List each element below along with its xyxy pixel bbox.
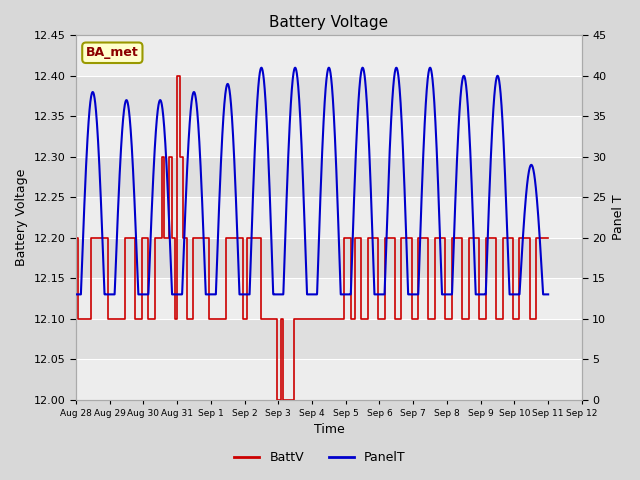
Y-axis label: Panel T: Panel T	[612, 195, 625, 240]
Legend: BattV, PanelT: BattV, PanelT	[229, 446, 411, 469]
Bar	[76, 157, 582, 197]
Bar	[76, 319, 582, 359]
Bar	[76, 197, 582, 238]
X-axis label: Time: Time	[314, 423, 344, 436]
Bar	[76, 278, 582, 319]
Bar	[76, 238, 582, 278]
Title: Battery Voltage: Battery Voltage	[269, 15, 388, 30]
Bar	[76, 76, 582, 116]
Bar	[76, 116, 582, 157]
Bar	[76, 359, 582, 400]
Text: BA_met: BA_met	[86, 46, 139, 59]
Bar	[76, 36, 582, 76]
Y-axis label: Battery Voltage: Battery Voltage	[15, 169, 28, 266]
